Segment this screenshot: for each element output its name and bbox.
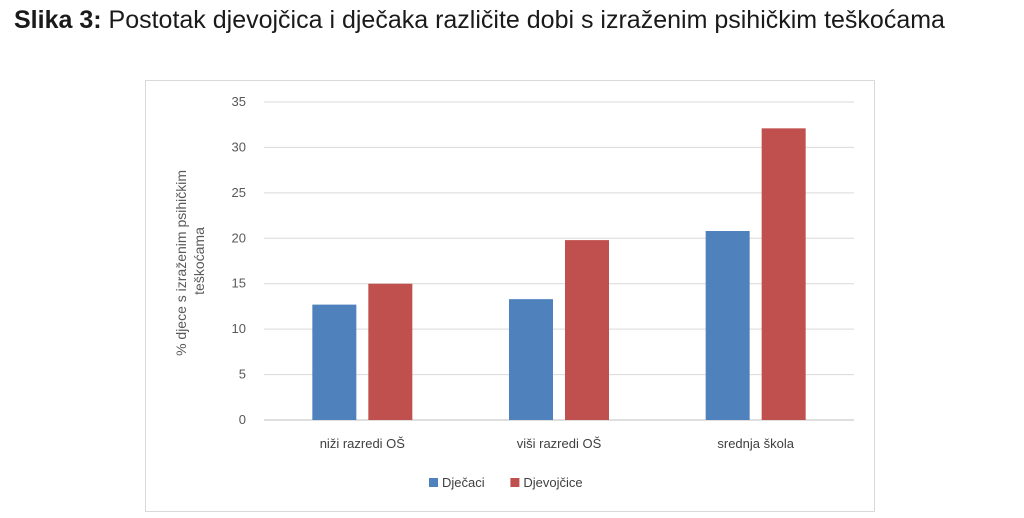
- figure-label: Slika 3:: [14, 6, 102, 34]
- y-tick-label: 30: [232, 139, 246, 154]
- legend-label: Djevojčice: [523, 475, 582, 490]
- y-tick-label: 20: [232, 230, 246, 245]
- y-tick-labels: 0 5 10 15 20 25 30 35: [232, 94, 246, 427]
- y-tick-label: 25: [232, 185, 246, 200]
- legend: Dječaci Djevojčice: [429, 475, 583, 490]
- bars: [312, 128, 806, 420]
- legend-swatch: [510, 478, 520, 487]
- bar-djevojcice: [368, 283, 413, 420]
- category-labels: niži razredi OŠ viši razredi OŠ srednja šk…: [320, 436, 795, 451]
- bar-djevojcice: [761, 128, 806, 420]
- y-tick-label: 10: [232, 321, 246, 336]
- y-axis-title-line-1: % djece s izraženim psihičkim: [173, 170, 189, 356]
- legend-label: Dječaci: [442, 475, 485, 490]
- y-tick-label: 15: [232, 276, 246, 291]
- y-tick-label: 5: [239, 367, 246, 382]
- y-tick-label: 0: [239, 412, 246, 427]
- bar-djecaci: [312, 304, 357, 420]
- chart-frame: 0 5 10 15 20 25 30 35 niži razredi OŠ viši razre…: [145, 80, 875, 512]
- category-label: srednja škola: [717, 436, 794, 451]
- bar-djecaci: [705, 231, 750, 420]
- y-axis-title-line-2: teškoćama: [191, 227, 207, 295]
- figure-title: Slika 3: Postotak djevojčica i dječaka r…: [14, 6, 945, 35]
- category-label: viši razredi OŠ: [517, 436, 602, 451]
- bar-chart: 0 5 10 15 20 25 30 35 niži razredi OŠ viši razre…: [173, 94, 854, 490]
- bar-djecaci: [509, 299, 553, 420]
- figure-caption: Postotak djevojčica i dječaka različite …: [108, 6, 945, 34]
- y-axis-title: % djece s izraženim psihičkim teškoćama: [173, 166, 207, 356]
- category-label: niži razredi OŠ: [320, 436, 406, 451]
- gridlines: [264, 101, 854, 421]
- legend-swatch: [429, 478, 438, 487]
- y-tick-label: 35: [232, 94, 246, 109]
- bar-djevojcice: [565, 240, 609, 420]
